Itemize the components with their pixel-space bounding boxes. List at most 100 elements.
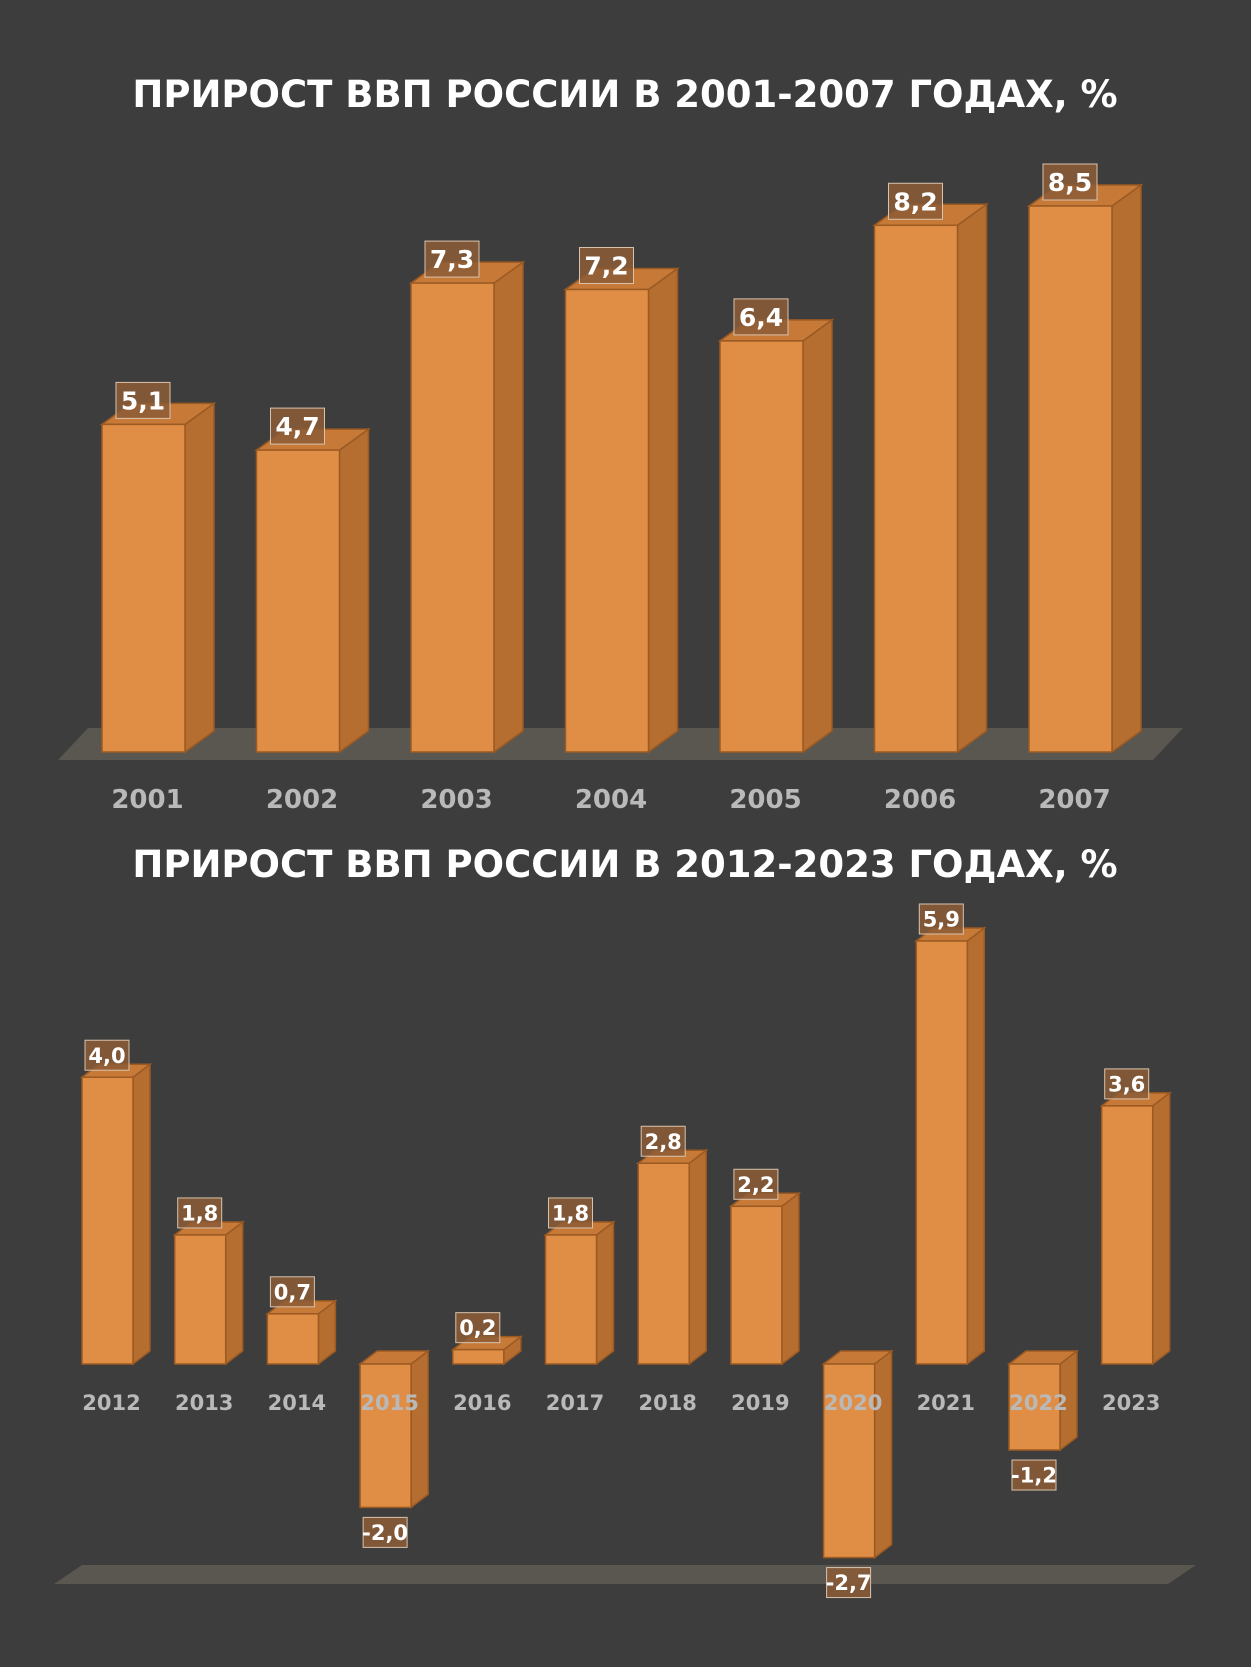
bar-2005-front [719, 340, 804, 753]
value-label-2014-box [269, 1276, 315, 1308]
value-label-2001-box [115, 381, 171, 419]
bar-2018-side [688, 1148, 707, 1366]
bar-2023-front [1100, 1105, 1154, 1365]
bar-2020-front [822, 1363, 876, 1559]
bar-2002-front [255, 449, 341, 753]
value-label-2016-text: 0,2 [459, 1316, 496, 1340]
bar-2018-front [637, 1162, 690, 1365]
bar-2013-side [224, 1220, 244, 1366]
value-label-2015-text: -2,0 [362, 1521, 408, 1545]
bars-2012-2023 [79, 926, 1172, 1560]
value-label-2019: 2,2 [733, 1168, 779, 1200]
year-label-2023: 2023 [1102, 1391, 1160, 1415]
bar-2015-side [410, 1349, 429, 1509]
year-label-2004: 2004 [575, 785, 647, 815]
value-label-2005: 6,4 [733, 298, 789, 336]
bar-2004-front [564, 288, 650, 753]
value-label-2013-box [177, 1197, 223, 1229]
value-label-2012: 4,0 [84, 1039, 130, 1071]
value-label-2021: 5,9 [918, 903, 964, 935]
value-label-2017-text: 1,8 [552, 1202, 589, 1226]
value-label-2021-box [918, 903, 964, 935]
bar-2007 [1026, 183, 1144, 754]
bar-2001 [99, 401, 217, 754]
value-label-2001: 5,1 [115, 381, 171, 419]
bar-2021-front [915, 940, 969, 1365]
year-label-2022: 2022 [1009, 1391, 1067, 1415]
value-labels-2012-2023: 4,0 1,8 0,7 -2,0 0,2 1,8 2,8 2,2 -2,7 5,9 -1,2 3,6 [84, 903, 1150, 1599]
bar-2006-side [956, 202, 988, 754]
bar-2022 [1006, 1349, 1080, 1452]
bar-2002 [254, 427, 371, 754]
bar-2012 [79, 1062, 153, 1366]
bar-2004-side [647, 267, 679, 754]
value-label-2018-box [640, 1125, 686, 1157]
bar-2007-side [1111, 183, 1142, 754]
value-label-2004: 7,2 [579, 247, 634, 285]
bar-2003-front [410, 282, 495, 753]
value-label-2022: -1,2 [1011, 1459, 1057, 1491]
value-label-2005-text: 6,4 [739, 303, 783, 332]
value-label-2022-box [1011, 1459, 1057, 1491]
bar-2001-front [101, 423, 186, 753]
value-label-2017-box [548, 1197, 593, 1229]
bar-2015 [357, 1349, 431, 1509]
value-label-2019-box [733, 1168, 779, 1200]
bar-2001-side [184, 401, 215, 754]
year-label-2002: 2002 [266, 785, 338, 815]
bar-2012-side [132, 1062, 151, 1366]
value-label-2006-box [888, 182, 943, 220]
bar-2017 [543, 1220, 616, 1366]
value-label-2015: -2,0 [362, 1516, 408, 1548]
bar-2014 [265, 1299, 338, 1366]
year-label-2021: 2021 [917, 1391, 975, 1415]
value-label-2021-text: 5,9 [923, 908, 960, 932]
value-label-2022-text: -1,2 [1011, 1464, 1057, 1488]
year-label-2014: 2014 [268, 1391, 326, 1415]
value-label-2017: 1,8 [548, 1197, 593, 1229]
bar-2023-side [1151, 1091, 1171, 1366]
value-label-2002: 4,7 [270, 407, 325, 445]
bar-2013-front [173, 1234, 227, 1365]
value-label-2007: 8,5 [1042, 163, 1098, 201]
bar-2022-front [1008, 1363, 1061, 1451]
bar-2019-side [781, 1191, 800, 1366]
year-label-2006: 2006 [884, 785, 956, 815]
value-label-2023: 3,6 [1104, 1068, 1150, 1100]
value-label-2004-text: 7,2 [584, 252, 628, 281]
bar-2015-front [359, 1363, 412, 1509]
value-label-2016-box [455, 1312, 501, 1344]
value-label-2006-text: 8,2 [893, 187, 937, 216]
year-label-2016: 2016 [453, 1391, 511, 1415]
value-label-2019-text: 2,2 [737, 1173, 774, 1197]
bar-2012-front [81, 1076, 134, 1365]
bar-2019-front [730, 1205, 783, 1365]
year-labels-2012-2023: 2012 2013 2014 2015 2016 2017 2018 2019 2020 2021… [82, 1391, 1160, 1415]
value-label-2006: 8,2 [888, 182, 943, 220]
chart-title-2001-2007: ПРИРОСТ ВВП РОССИИ В 2001-2007 ГОДАХ, % [132, 73, 1117, 116]
bar-2004 [563, 267, 680, 754]
value-label-2013: 1,8 [177, 1197, 223, 1229]
year-label-2019: 2019 [731, 1391, 789, 1415]
value-label-2002-text: 4,7 [275, 412, 319, 441]
value-label-2004-box [579, 247, 634, 285]
bar-2018 [635, 1148, 709, 1366]
chart-floor [54, 1565, 1196, 1584]
value-label-2003: 7,3 [424, 240, 480, 278]
value-labels-2001-2007: 5,1 4,7 7,3 7,2 6,4 8,2 8,5 [115, 163, 1098, 445]
bar-2020-side [873, 1349, 893, 1560]
value-label-2015-box [362, 1516, 408, 1548]
value-label-2023-text: 3,6 [1108, 1072, 1145, 1096]
year-label-2018: 2018 [638, 1391, 696, 1415]
bar-2021 [914, 926, 987, 1366]
value-label-2002-box [270, 407, 325, 445]
value-label-2007-box [1042, 163, 1098, 201]
bar-2016 [450, 1335, 524, 1366]
year-label-2007: 2007 [1038, 785, 1110, 815]
bar-2021-side [966, 926, 986, 1366]
value-label-2023-box [1104, 1068, 1150, 1100]
bar-2007-front [1028, 205, 1113, 753]
bar-2002-side [338, 427, 370, 754]
bar-2006 [872, 202, 989, 754]
